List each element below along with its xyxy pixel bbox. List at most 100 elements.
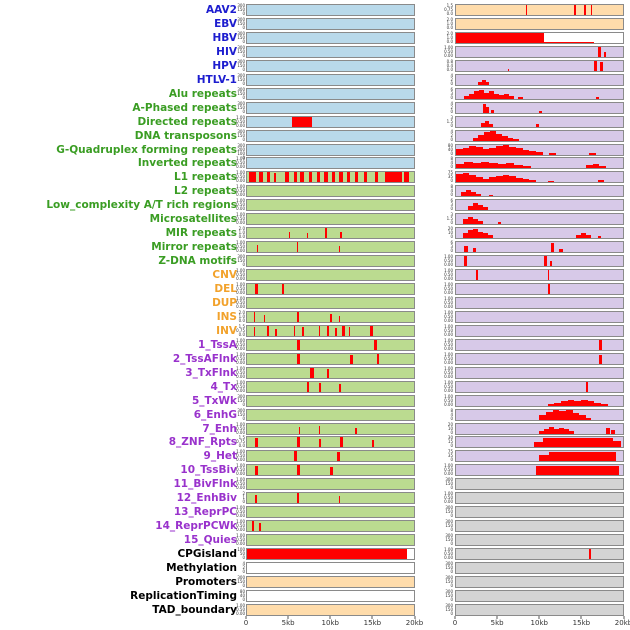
signal-mark [293,172,297,183]
y-tick-label: 4 [450,160,453,166]
signal-mark [535,151,543,155]
signal-mark [487,235,493,239]
track-row: HPV 300 150 0 0.8 0.4 0.0 [0,59,630,73]
y-tick-label: 300 [445,588,453,594]
signal-mark [251,521,255,532]
y-tick-label: 300 [445,519,453,525]
y-tick-label: 150 [445,523,453,529]
y-tick-label: 1.00 [236,282,245,287]
y-tick-label: 4 [450,100,453,106]
y-tick-label: 0.50 [444,383,453,389]
y-axis-ticks-right: 1.00 0.50 0.00 [441,366,453,378]
y-tick-label: 300 [237,574,245,580]
y-tick-label: 150 [445,592,453,598]
signal-mark [515,148,523,155]
y-tick-label: 0 [242,11,245,16]
track-panel-right [455,101,624,114]
signal-mark [599,165,606,169]
signal-mark [549,152,556,155]
signal-mark [316,172,320,183]
y-tick-label: 0 [450,150,453,156]
y-axis-ticks-right: 1.00 0.50 0.00 [441,296,453,308]
y-tick-label: 1.00 [444,309,453,315]
signal-mark [255,284,258,294]
y-tick-label: 0.00 [236,122,245,128]
signal-mark [549,427,555,434]
signal-mark [318,438,322,448]
y-tick-label: 150 [237,578,245,584]
y-tick-label: 0.0 [238,331,245,337]
track-label: 1_TssA [198,338,237,351]
y-tick-label: 0 [450,541,453,547]
y-tick-label: 0 [450,80,453,86]
x-tick-label: 5kb [490,619,504,627]
signal-mark [258,523,262,532]
signal-mark [346,172,351,183]
y-axis-ticks-right: 3 1.5 0 [441,213,453,225]
y-tick-label: 150 [237,258,245,264]
signal-mark [605,428,610,434]
signal-mark [456,32,545,43]
y-tick-label: 1.00 [444,547,453,553]
y-tick-label: 15 [447,439,453,445]
signal-mark [502,174,510,183]
signal-mark [296,437,301,448]
signal-mark [489,163,498,169]
signal-mark [350,355,353,364]
y-tick-label: 300 [445,574,453,580]
signal-mark [564,429,570,434]
track-panel-left [246,129,415,142]
signal-mark [597,236,601,239]
signal-mark [515,177,523,183]
track-row: 7_Enh 1.00 0.50 0.00 20 10 0 [0,422,630,436]
signal-mark [552,410,560,420]
y-tick-label: 0.50 [236,606,245,612]
signal-mark [355,172,359,183]
signal-mark [594,60,597,71]
signal-mark [501,136,508,141]
signal-mark [338,496,341,504]
y-axis-ticks-left: 2.0 1.0 0.0 [233,227,245,239]
track-label: AAV2 [206,4,237,16]
signal-mark [484,132,491,141]
y-tick-label: 1.00 [444,491,453,497]
y-tick-label: 1.5 [446,3,453,8]
signal-mark [490,109,495,113]
signal-mark [291,116,312,127]
signal-mark [485,121,490,127]
signal-mark [594,402,601,406]
signal-mark [485,107,490,113]
track-row: DUP 1.00 0.50 0.00 1.00 0.50 0.00 [0,296,630,310]
track-panel-left [246,213,415,226]
y-axis-ticks-right: 80 40 0 [441,143,453,156]
y-tick-label: 1.00 [444,337,453,343]
y-tick-label: 0.4 [446,62,453,68]
y-tick-label: 3 [450,90,453,96]
y-tick-label: 1.00 [236,533,245,539]
track-row: TAD_boundary 1.00 0.50 0.00 300 150 0 [0,603,630,617]
signal-mark [584,5,586,15]
signal-mark [522,165,531,169]
y-tick-label: 1.5 [446,216,453,222]
track-label: HPV [212,59,237,72]
y-axis-ticks-left: 2.0 1.0 0.0 [233,310,245,322]
track-label: MIR repeats [165,227,237,240]
y-tick-label: 150 [237,90,245,96]
x-tick-label: 15kb [363,619,382,627]
track-row: INS 2.0 1.0 0.0 1.00 0.50 0.00 [0,310,630,324]
track-panel-left [246,464,415,477]
y-tick-label: 0.50 [236,509,245,515]
signal-mark [504,94,510,99]
signal-mark [489,194,493,197]
track-row: Microsatellites 1.00 0.50 0.00 3 1.5 0 [0,212,630,226]
y-axis-ticks-left: 1.00 0.50 0.00 [233,478,245,490]
track-row: HIV 300 150 0 1.00 0.50 0.00 [0,45,630,59]
y-axis-ticks-left: 1.00 0.50 0.00 [233,241,245,253]
x-tick-mark [580,616,582,619]
signal-mark [574,400,581,406]
y-tick-label: 1.00 [236,351,245,357]
